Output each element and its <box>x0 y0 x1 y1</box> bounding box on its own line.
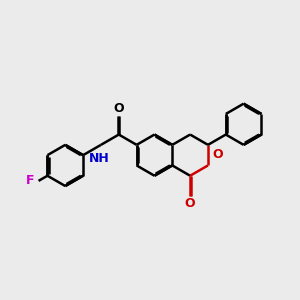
Text: F: F <box>26 174 34 188</box>
Text: NH: NH <box>89 152 110 165</box>
Text: O: O <box>213 148 223 161</box>
Text: O: O <box>185 197 195 210</box>
Text: O: O <box>113 102 124 115</box>
